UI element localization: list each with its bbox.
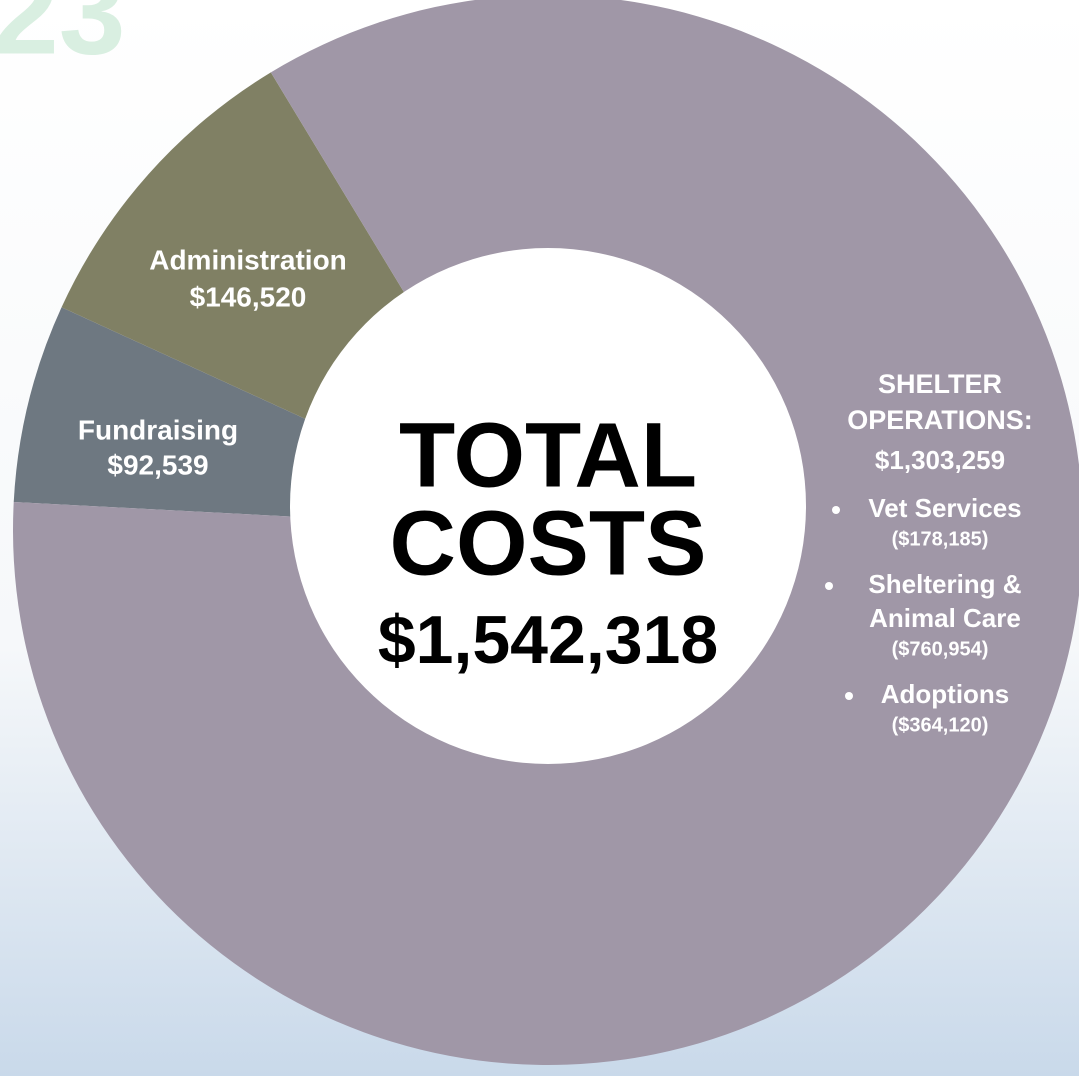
bullet: [832, 506, 840, 514]
breakdown-name: Sheltering &: [868, 569, 1021, 599]
slice-label: SHELTER OPERATIONS:: [847, 369, 1033, 435]
breakdown-value: ($178,185): [892, 528, 989, 550]
donut-hole: [290, 248, 806, 764]
center-value: $1,542,318: [378, 602, 718, 678]
slice-value: $146,520: [190, 281, 307, 312]
breakdown-name: Adoptions: [881, 679, 1010, 709]
bullet: [845, 692, 853, 700]
slice-label: Administration: [149, 244, 347, 275]
slice-label: Fundraising: [78, 414, 238, 445]
breakdown-value: ($760,954): [892, 638, 989, 660]
year-fragment: 23: [0, 0, 125, 80]
center-title: COSTS: [390, 492, 707, 594]
bullet: [825, 582, 833, 590]
slice-value: $1,303,259: [875, 445, 1005, 475]
breakdown-list: Vet Services ($178,185) Sheltering & Animal…: [825, 493, 1022, 736]
slice-value: $92,539: [107, 449, 208, 480]
breakdown-name: Vet Services: [868, 493, 1021, 523]
center-title: TOTAL: [399, 404, 697, 506]
breakdown-name: Animal Care: [869, 603, 1021, 633]
breakdown-value: ($364,120): [892, 714, 989, 736]
